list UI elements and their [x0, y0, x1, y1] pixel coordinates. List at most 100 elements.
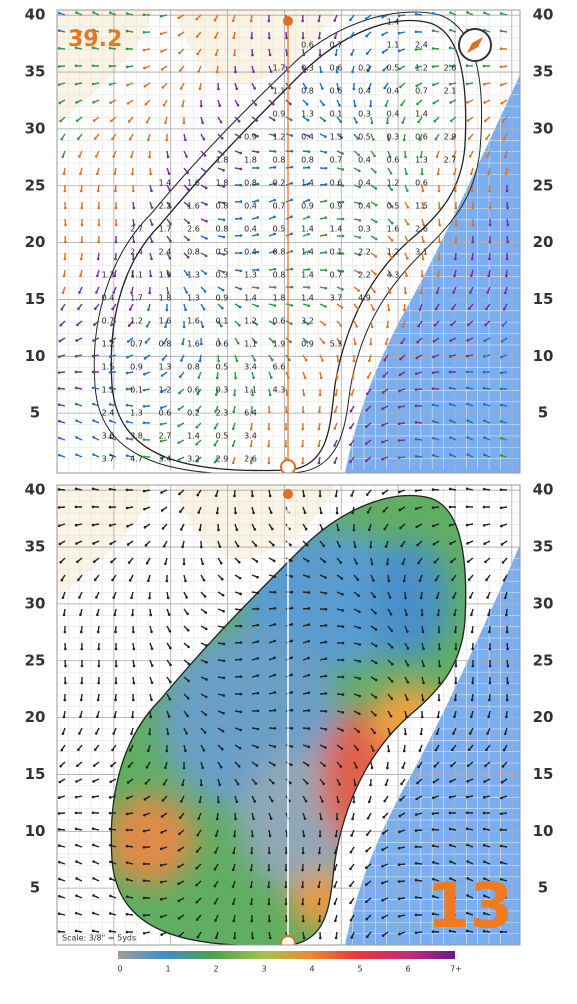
arrow-head: [341, 577, 344, 580]
arrow-head: [273, 623, 276, 626]
arrow-head: [200, 546, 203, 549]
arrow-head: [415, 896, 418, 899]
slope-value: 1.2: [159, 386, 172, 395]
arrow-head: [92, 912, 95, 915]
arrow-head: [351, 512, 354, 515]
arrow-head: [250, 869, 253, 872]
y-tick-label: 5: [30, 879, 40, 897]
arrow-head: [78, 155, 81, 158]
slope-value: 1.4: [301, 179, 314, 188]
arrow-head: [75, 812, 78, 815]
arrow-head: [109, 930, 112, 933]
arrow-head: [420, 292, 423, 295]
slope-value: 2.1: [444, 87, 457, 96]
arrow-head: [217, 529, 220, 532]
arrow-head: [434, 324, 437, 327]
arrow-head: [93, 560, 96, 563]
arrow-head: [92, 453, 95, 456]
arrow-head: [252, 511, 255, 514]
slope-value: 1.2: [273, 133, 286, 142]
arrow-head: [236, 528, 239, 531]
slope-value: 0.7: [330, 271, 343, 280]
arrow-head: [268, 411, 271, 414]
slope-value: 1.6: [387, 225, 400, 234]
arrow-head: [372, 138, 375, 141]
arrow-head: [257, 167, 260, 170]
arrow-head: [341, 593, 344, 596]
arrow-head: [197, 817, 200, 820]
arrow-head: [97, 241, 100, 244]
slope-value: 1.4: [330, 225, 343, 234]
arrow-head: [504, 155, 507, 158]
arrow-head: [239, 729, 242, 732]
arrow-head: [186, 172, 189, 175]
arrow-head: [96, 172, 99, 175]
arrow-head: [63, 614, 66, 617]
arrow-head: [471, 190, 474, 193]
arrow-head: [373, 155, 376, 158]
arrow-head: [185, 596, 188, 599]
arrow-head: [162, 358, 165, 361]
slope-value: 0.4: [358, 87, 371, 96]
arrow-head: [483, 419, 486, 422]
arrow-head: [400, 545, 403, 548]
arrow-head: [304, 817, 307, 820]
slope-value: 1.2: [387, 248, 400, 257]
arrow-head: [268, 462, 271, 465]
arrow-head: [109, 912, 112, 915]
arrow-head: [290, 322, 293, 325]
arrow-head: [220, 121, 223, 124]
arrow-head: [232, 444, 235, 447]
arrow-head: [500, 454, 503, 457]
y-tick-label: 25: [533, 176, 554, 194]
arrow-head: [451, 748, 454, 751]
arrow-head: [422, 240, 425, 243]
arrow-head: [80, 207, 83, 210]
slope-value: 1.1: [102, 386, 115, 395]
arrow-head: [503, 138, 506, 141]
slope-value: 1.8: [216, 179, 229, 188]
arrow-head: [143, 49, 146, 52]
arrow-head: [232, 852, 235, 855]
arrow-head: [336, 818, 339, 821]
slope-value: 0.9: [273, 110, 286, 119]
arrow-head: [489, 648, 492, 651]
arrow-head: [303, 835, 306, 838]
legend-label: 0: [117, 965, 122, 974]
arrow-head: [205, 203, 208, 206]
arrow-head: [375, 628, 378, 631]
arrow-head: [145, 341, 148, 344]
arrow-head: [143, 13, 146, 16]
arrow-head: [503, 308, 506, 311]
arrow-head: [483, 780, 486, 783]
arrow-head: [232, 427, 235, 430]
arrow-head: [113, 614, 116, 617]
arrow-head: [290, 134, 293, 137]
arrow-head: [256, 657, 259, 660]
arrow-head: [273, 216, 276, 219]
arrow-head: [319, 937, 322, 940]
arrow-head: [148, 597, 151, 600]
slope-value: 0.3: [216, 386, 229, 395]
arrow-head: [114, 190, 117, 193]
hole-number: 13: [427, 869, 513, 942]
arrow-head: [151, 206, 154, 209]
slope-value: 1.9: [273, 340, 286, 349]
arrow-head: [161, 815, 164, 818]
arrow-head: [485, 308, 488, 311]
arrow-head: [415, 489, 418, 492]
arrow-head: [80, 648, 83, 651]
slope-value: 1.2: [102, 340, 115, 349]
arrow-head: [268, 869, 271, 872]
arrow-head: [112, 732, 115, 735]
arrow-head: [502, 324, 505, 327]
arrow-head: [383, 528, 386, 531]
arrow-head: [223, 677, 226, 680]
arrow-head: [97, 207, 100, 210]
slope-value: 0.4: [387, 87, 400, 96]
arrow-head: [200, 105, 203, 108]
arrow-head: [273, 764, 276, 767]
arrow-head: [257, 151, 260, 154]
arrow-head: [365, 900, 368, 903]
arrow-head: [151, 647, 154, 650]
